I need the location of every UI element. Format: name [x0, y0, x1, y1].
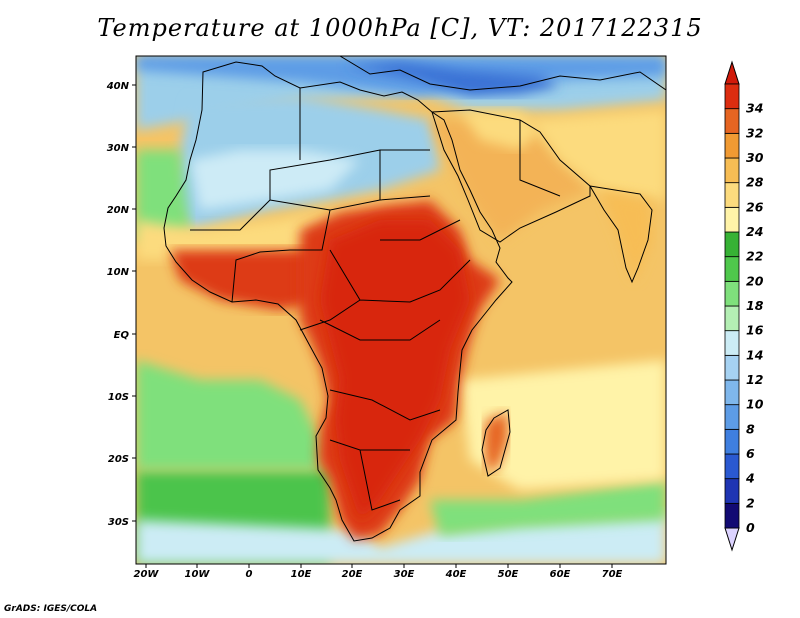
colorbar-over-arrow [724, 60, 740, 85]
map-title: Temperature at 1000hPa [C], VT: 20171223… [97, 14, 703, 42]
colorbar-swatch [724, 256, 740, 282]
country-borders [190, 88, 561, 511]
colorbar-swatch [724, 354, 740, 381]
colorbar-label: 2 [746, 495, 755, 510]
colorbar-swatch [724, 453, 740, 480]
lon-label: 50E [498, 569, 519, 580]
coastlines [163, 56, 666, 542]
madagascar-coastline [481, 409, 511, 477]
lon-label: 40E [445, 569, 467, 580]
india-coastline [589, 185, 653, 284]
lon-label: 60E [550, 569, 571, 580]
lon-label: 20W [134, 569, 160, 580]
colorbar-label: 18 [746, 298, 764, 313]
lat-label: EQ [114, 330, 130, 341]
colorbar-swatch [724, 83, 740, 110]
colorbar-label: 26 [746, 199, 764, 214]
temperature-field [136, 56, 666, 564]
lon-label: 10W [185, 569, 211, 580]
colorbar-label: 30 [746, 150, 764, 165]
colorbar-swatch [724, 231, 740, 258]
indian-south-green [430, 480, 666, 536]
lat-label: 30N [107, 143, 130, 154]
colorbar-swatch [724, 330, 740, 356]
colorbar-swatch [724, 478, 740, 504]
lat-label: 40N [106, 81, 130, 92]
colorbar-label: 32 [746, 125, 763, 140]
colorbar-label: 8 [746, 421, 755, 436]
colorbar-under-arrow [724, 527, 740, 552]
lon-label: 30E [394, 569, 415, 580]
lon-label: 10E [291, 569, 312, 580]
colorbar-label: 34 [746, 101, 763, 116]
colorbar-label: 28 [746, 175, 764, 190]
lon-label: 20E [342, 569, 363, 580]
africa-coastline [163, 61, 513, 542]
colorbar-swatch [724, 182, 740, 208]
colorbar-label: 24 [746, 224, 763, 239]
colorbar-label: 0 [746, 520, 755, 535]
longitude-labels: 20W 10W 0 10E 20E 30E 40E 50E 60E 70E [134, 564, 623, 580]
indian-ocean-yellow [460, 360, 666, 490]
lat-label: 10N [107, 267, 130, 278]
colorbar-swatch [724, 428, 740, 455]
arabia-warm [430, 120, 590, 240]
colorbar-label: 4 [745, 471, 755, 486]
west-coast-green [136, 150, 190, 240]
latitude-labels: 40N 30N 20N 10N EQ 10S 20S 30S [106, 81, 136, 528]
colorbar-swatch [724, 157, 740, 184]
colorbar-label: 14 [746, 347, 763, 362]
grads-credit: GrADS: IGES/COLA [4, 604, 98, 614]
lat-label: 20N [107, 205, 130, 216]
lon-label: 0 [246, 569, 253, 580]
colorbar-swatch [724, 502, 740, 529]
colorbar-label: 6 [746, 446, 755, 461]
arabia-coastline [431, 109, 591, 243]
madagascar-warm [484, 412, 508, 470]
colorbar-swatch [724, 404, 740, 430]
lat-label: 10S [108, 392, 129, 403]
colorbar-label: 22 [746, 249, 763, 264]
colorbar-label: 10 [746, 397, 764, 412]
lon-label: 70E [602, 569, 623, 580]
colorbar-label: 12 [746, 372, 763, 387]
colorbar-swatch [724, 280, 740, 307]
colorbar-label: 20 [746, 273, 764, 288]
plot-frame [135, 55, 667, 565]
colorbar-swatch [724, 132, 740, 159]
colorbar-swatch [724, 305, 740, 332]
west-africa-hot [170, 250, 330, 310]
colorbar-swatch [724, 108, 740, 134]
colorbar-label: 16 [746, 323, 764, 338]
india-warm [600, 190, 652, 282]
lat-label: 30S [108, 517, 129, 528]
colorbar-swatch [724, 379, 740, 406]
south-atlantic-lightgreen [136, 360, 320, 470]
north-coastline [339, 56, 666, 91]
iran-mild [530, 110, 666, 200]
colorbar-swatch [724, 206, 740, 233]
sahara-pale [190, 150, 360, 210]
lat-label: 20S [108, 454, 129, 465]
